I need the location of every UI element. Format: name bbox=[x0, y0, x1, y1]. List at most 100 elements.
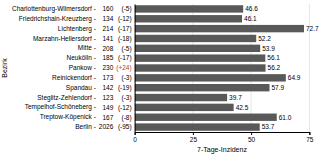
value-label: 46.1 bbox=[244, 15, 257, 22]
x-tick-label: 50 bbox=[248, 136, 256, 143]
x-tick-label: 0 bbox=[133, 136, 137, 143]
value-label: 39.7 bbox=[229, 94, 242, 101]
x-tick: 50 bbox=[248, 132, 256, 143]
bar bbox=[135, 123, 260, 130]
value-label: 56.1 bbox=[267, 54, 280, 61]
case-change: (+24) bbox=[116, 64, 131, 72]
value-labels: 46.6 46.1 72.7 52.2 53.9 56.1 56.2 64.957.9 39.7… bbox=[229, 5, 319, 130]
case-change: (-12) bbox=[118, 15, 132, 23]
x-tick-label: 25 bbox=[190, 136, 198, 143]
value-label: 57.9 bbox=[272, 84, 285, 91]
chart-svg: 46.6 46.1 72.7 52.2 53.9 56.1 56.2 64.957.9 39.7… bbox=[0, 0, 327, 154]
bar bbox=[135, 74, 286, 81]
y-tick: Berlin - bbox=[75, 123, 96, 130]
x-tick: 75 bbox=[306, 132, 314, 143]
case-count: 167 bbox=[102, 114, 113, 121]
x-tick-label: 75 bbox=[306, 136, 314, 143]
x-tick: 25 bbox=[190, 132, 198, 143]
case-count: 173 bbox=[102, 74, 113, 81]
value-label: 42.5 bbox=[236, 104, 249, 111]
case-count: 123 bbox=[102, 94, 113, 101]
x-tick-mark bbox=[309, 132, 310, 135]
y-axis: Charlottenburg-Wilmersdorf - Friedrichsha… bbox=[12, 5, 135, 133]
value-label: 72.7 bbox=[306, 25, 319, 32]
case-count: 185 bbox=[102, 54, 113, 61]
case-change: (-17) bbox=[118, 25, 132, 33]
y-tick: Tempelhof-Schöneberg - bbox=[25, 103, 96, 111]
value-label: 53.7 bbox=[262, 123, 275, 130]
y-tick-label: Marzahn-Hellersdorf - bbox=[33, 35, 96, 42]
bar bbox=[135, 25, 304, 32]
case-change: (-18) bbox=[118, 35, 132, 43]
y-tick: Friedrichshain-Kreuzberg - bbox=[19, 15, 96, 23]
value-label: 53.9 bbox=[262, 45, 275, 52]
case-change: (-19) bbox=[118, 84, 132, 92]
y-tick: Charlottenburg-Wilmersdorf - bbox=[12, 5, 96, 13]
case-change: (-95) bbox=[118, 123, 132, 131]
y-tick: Reinickendorf - bbox=[52, 74, 96, 81]
bar bbox=[135, 5, 244, 12]
case-change: (-8) bbox=[122, 114, 132, 122]
y-tick: Lichtenberg - bbox=[58, 25, 96, 33]
y-tick-label: Charlottenburg-Wilmersdorf - bbox=[12, 5, 96, 13]
value-label: 56.2 bbox=[268, 64, 281, 71]
x-axis: 0 25 50 75 bbox=[133, 132, 314, 143]
y-tick: Pankow - bbox=[69, 64, 96, 71]
y-tick: Spandau - bbox=[66, 84, 96, 92]
case-change: (-17) bbox=[118, 54, 132, 62]
case-count: 142 bbox=[102, 84, 113, 91]
y-tick-label: Neukölln - bbox=[67, 54, 96, 61]
y-tick-label: Friedrichshain-Kreuzberg - bbox=[19, 15, 96, 23]
bar bbox=[135, 104, 234, 111]
y-axis-title: Bezirk bbox=[1, 58, 8, 78]
value-label: 64.9 bbox=[288, 74, 301, 81]
bar bbox=[135, 64, 266, 71]
cases: 1601342141412081852301731421231491672026 bbox=[99, 5, 114, 130]
bar bbox=[135, 35, 257, 42]
case-change: (-5) bbox=[122, 5, 132, 13]
y-tick: Treptow-Köpenick - bbox=[40, 113, 96, 121]
y-tick: Mitte - bbox=[78, 44, 96, 51]
bar bbox=[135, 84, 270, 91]
y-tick-label: Spandau - bbox=[66, 84, 96, 92]
y-tick-label: Steglitz-Zehlendorf - bbox=[37, 94, 96, 102]
bars bbox=[135, 5, 304, 131]
bar bbox=[135, 94, 227, 101]
value-label: 61.0 bbox=[279, 114, 292, 121]
changes: (-5)(-12)(-17)(-18)(-5)(-17)(+24)(-3)(-1… bbox=[116, 5, 131, 131]
case-count: 208 bbox=[102, 45, 113, 52]
grid bbox=[135, 4, 310, 132]
value-label: 46.6 bbox=[245, 5, 258, 12]
x-tick-mark bbox=[193, 132, 194, 135]
grid-line bbox=[134, 4, 135, 132]
y-tick-label: Mitte - bbox=[78, 44, 96, 51]
x-tick: 0 bbox=[133, 132, 137, 143]
case-change: (-5) bbox=[122, 45, 132, 53]
case-count: 160 bbox=[102, 5, 113, 12]
y-tick-label: Tempelhof-Schöneberg - bbox=[25, 103, 96, 111]
case-count: 230 bbox=[102, 64, 113, 71]
y-tick: Steglitz-Zehlendorf - bbox=[37, 94, 96, 102]
y-tick-label: Lichtenberg - bbox=[58, 25, 96, 33]
bar bbox=[135, 15, 242, 22]
y-tick-label: Treptow-Köpenick - bbox=[40, 113, 96, 121]
case-change: (-3) bbox=[122, 74, 132, 82]
y-tick-label: Pankow - bbox=[69, 64, 96, 71]
case-change: (-3) bbox=[122, 94, 132, 102]
case-count: 134 bbox=[102, 15, 113, 22]
case-change: (-12) bbox=[118, 104, 132, 112]
bar bbox=[135, 45, 261, 52]
case-count: 2026 bbox=[99, 123, 114, 130]
x-axis-title: 7-Tage-Inzidenz bbox=[197, 146, 247, 154]
y-tick: Marzahn-Hellersdorf - bbox=[33, 35, 96, 42]
bar bbox=[135, 54, 266, 61]
y-tick: Neukölln - bbox=[67, 54, 96, 61]
y-tick-label: Berlin - bbox=[75, 123, 96, 130]
y-tick-label: Reinickendorf - bbox=[52, 74, 96, 81]
case-count: 149 bbox=[102, 104, 113, 111]
x-axis-line bbox=[135, 133, 310, 136]
value-label: 52.2 bbox=[258, 35, 271, 42]
bar bbox=[135, 114, 277, 121]
x-tick-mark bbox=[251, 132, 252, 135]
case-count: 141 bbox=[102, 35, 113, 42]
